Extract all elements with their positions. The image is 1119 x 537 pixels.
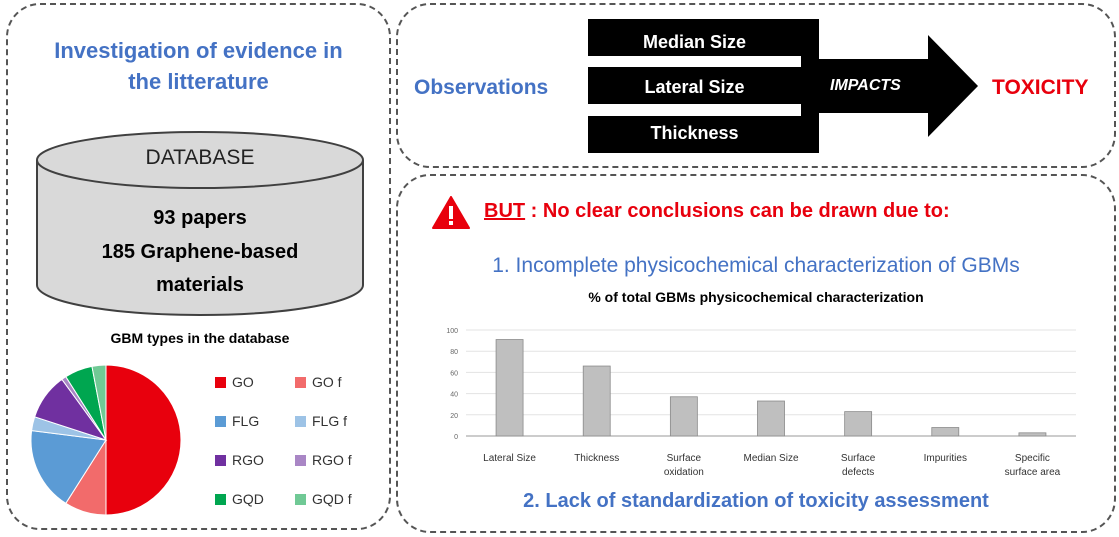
x-tick-label: Thickness — [574, 453, 619, 464]
legend-swatch — [215, 493, 226, 505]
x-tick-label: oxidation — [664, 467, 704, 478]
legend-label: GO f — [312, 374, 342, 390]
bar-median-size — [757, 400, 785, 437]
database-papers: 93 papers — [153, 207, 247, 229]
x-tick-label: Surface — [841, 453, 876, 464]
bar-impurities — [931, 427, 960, 437]
bar-lateral-size — [495, 339, 524, 437]
x-tick-label: defects — [842, 467, 874, 478]
database-cylinder — [36, 131, 364, 316]
limitations-panel — [396, 174, 1116, 533]
legend-item-rgo-f: RGO f — [295, 452, 352, 468]
legend-item-flg: FLG — [215, 413, 259, 429]
bar-chart-title: % of total GBMs physicochemical characte… — [588, 289, 924, 305]
legend-item-rgo: RGO — [215, 452, 264, 468]
literature-title-line2: the litterature — [128, 69, 269, 94]
point-1: 1. Incomplete physicochemical characteri… — [492, 254, 1020, 277]
legend-item-go: GO — [215, 374, 254, 390]
pie-slice-gqd-f — [91, 364, 107, 441]
x-tick-label: Median Size — [743, 453, 798, 464]
pie-slice-flg — [30, 430, 107, 505]
bar-specific-surface-area — [1018, 432, 1047, 437]
legend-swatch — [295, 376, 306, 388]
x-tick-label: Lateral Size — [483, 453, 536, 464]
legend-label: GO — [232, 374, 254, 390]
literature-title-line1: Investigation of evidence in — [54, 38, 343, 63]
legend-label: RGO — [232, 452, 264, 468]
but-label: BUT — [484, 200, 526, 222]
observations-panel — [396, 3, 1116, 168]
pie-slice-go — [105, 364, 182, 516]
database-materials-line1: 185 Graphene-based — [101, 241, 299, 263]
gbm-pie-chart — [30, 364, 182, 516]
legend-item-go-f: GO f — [295, 374, 342, 390]
legend-item-flg-f: FLG f — [295, 413, 347, 429]
y-tick-label: 100 — [446, 328, 458, 335]
legend-item-gqd-f: GQD f — [295, 491, 352, 507]
legend-item-gqd: GQD — [215, 491, 264, 507]
x-tick-label: Surface — [667, 453, 702, 464]
warning-message: : No clear conclusions can be drawn due … — [525, 200, 950, 222]
legend-label: GQD — [232, 491, 264, 507]
y-tick-label: 0 — [454, 434, 458, 441]
legend-swatch — [215, 376, 226, 388]
legend-label: FLG f — [312, 413, 348, 429]
observations-label: Observations — [414, 76, 549, 99]
y-tick-label: 80 — [450, 349, 458, 356]
impact-factor-lateral-size: Lateral Size — [644, 77, 745, 97]
x-tick-label: Specific — [1015, 453, 1050, 464]
bar-thickness — [582, 365, 611, 437]
impact-factor-thickness: Thickness — [650, 123, 739, 143]
x-tick-label: Impurities — [924, 453, 967, 464]
legend-swatch — [295, 493, 306, 505]
impacts-label: IMPACTS — [830, 77, 901, 94]
pie-title: GBM types in the database — [110, 330, 290, 346]
y-tick-label: 60 — [450, 370, 458, 377]
impacts-arrow — [588, 19, 978, 153]
pie-legend: GO GO f FLG FLG f RGO RGO f GQD GQD f — [215, 374, 375, 524]
y-tick-label: 40 — [450, 392, 458, 399]
legend-swatch — [295, 415, 306, 427]
x-tick-label: surface area — [1005, 467, 1061, 478]
warning-icon — [432, 196, 470, 229]
legend-swatch — [295, 454, 306, 466]
impact-factor-median-size: Median Size — [642, 32, 747, 52]
legend-label: FLG — [232, 413, 260, 429]
bar-surface-defects — [844, 411, 873, 437]
database-label: DATABASE — [145, 146, 255, 169]
legend-swatch — [215, 415, 226, 427]
legend-label: RGO f — [312, 452, 352, 468]
database-materials-line2: materials — [156, 274, 244, 296]
toxicity-label: TOXICITY — [992, 76, 1089, 99]
legend-label: GQD f — [312, 491, 352, 507]
warning-text: BUT : No clear conclusions can be drawn … — [484, 200, 950, 223]
characterization-bar-chart: 0 20 40 60 80 100 Lateral Size Thickness Surface… — [446, 328, 1076, 478]
bar-surface-oxidation — [669, 396, 698, 437]
literature-panel — [6, 3, 391, 530]
legend-swatch — [215, 454, 226, 466]
point-2: 2. Lack of standardization of toxicity a… — [523, 490, 989, 512]
y-tick-label: 20 — [450, 413, 458, 420]
